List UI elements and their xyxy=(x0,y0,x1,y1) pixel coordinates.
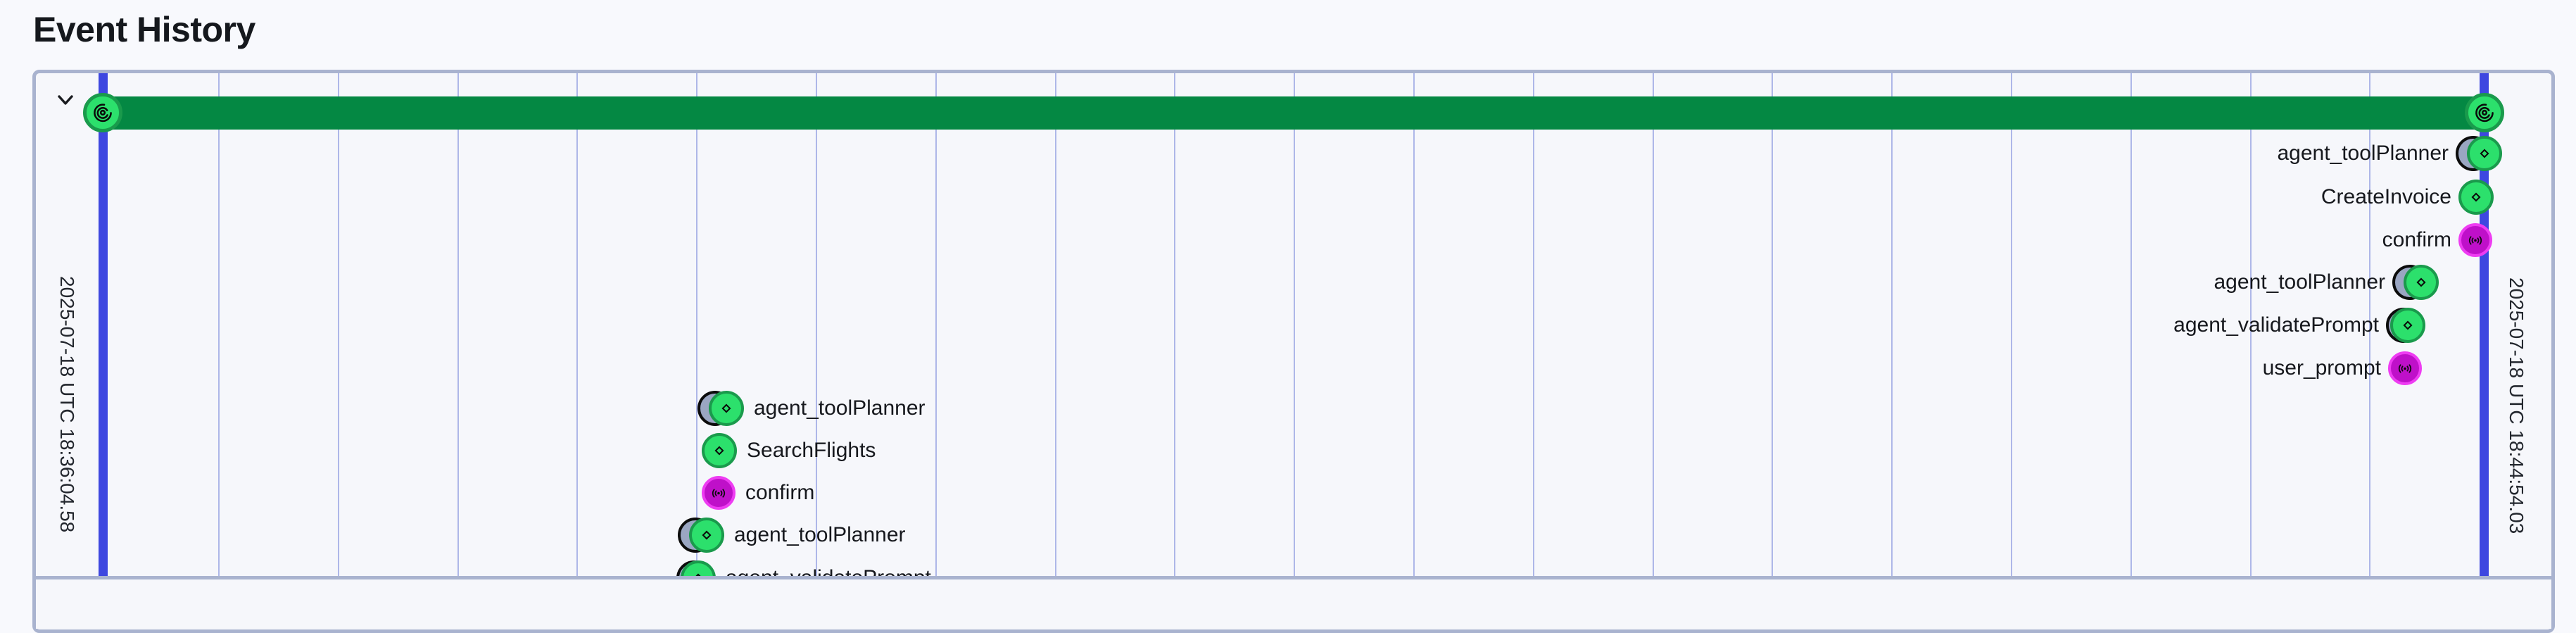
event-icon-agent[interactable] xyxy=(2386,308,2425,343)
gridline xyxy=(2130,73,2132,576)
session-end-icon[interactable] xyxy=(2465,93,2504,132)
gridline xyxy=(1772,73,1774,576)
diamond-icon xyxy=(689,518,724,553)
event-label: agent_toolPlanner xyxy=(734,523,906,546)
chevron-down-icon xyxy=(55,91,76,109)
event-icon-agent[interactable] xyxy=(2392,265,2439,300)
event-label: agent_toolPlanner xyxy=(2214,270,2385,294)
gridline xyxy=(457,73,459,576)
event-label: agent_validatePrompt xyxy=(2173,313,2379,337)
gridline xyxy=(576,73,579,576)
diamond-icon xyxy=(2390,308,2425,343)
gridline xyxy=(1413,73,1415,576)
gridline xyxy=(2369,73,2371,576)
gridline xyxy=(935,73,937,576)
gridline xyxy=(2011,73,2012,576)
diamond-icon xyxy=(709,391,744,426)
gridline xyxy=(696,73,698,576)
event-icon-tool[interactable] xyxy=(702,433,737,468)
collapse-chevron-button[interactable] xyxy=(51,86,80,114)
timeline-end-timestamp: 2025-07-18 UTC 18:44:54.03 xyxy=(2506,277,2527,534)
gridline xyxy=(2249,73,2252,576)
event-icon-signal[interactable] xyxy=(2458,223,2492,257)
event-label: CreateInvoice xyxy=(2321,185,2451,208)
event-label: confirm xyxy=(2382,228,2451,251)
broadcast-icon xyxy=(2458,223,2492,257)
event-history-panel: 2025-07-18 UTC 18:36:04.58 2025-07-18 UT… xyxy=(32,70,2555,633)
broadcast-icon xyxy=(702,476,735,510)
gridline xyxy=(816,73,817,576)
diamond-icon xyxy=(2458,180,2494,215)
gridline xyxy=(1532,73,1534,576)
event-label: user_prompt xyxy=(2262,356,2381,380)
session-start-icon[interactable] xyxy=(83,93,122,132)
gridline xyxy=(1891,73,1893,576)
spiral-icon xyxy=(91,101,114,124)
timeline-lane: 2025-07-18 UTC 18:36:04.58 2025-07-18 UT… xyxy=(36,73,2551,579)
event-icon-agent[interactable] xyxy=(676,560,716,576)
event-label: confirm xyxy=(745,481,815,504)
gridline xyxy=(1294,73,1296,576)
event-label: agent_toolPlanner xyxy=(754,396,926,420)
gridline xyxy=(1652,73,1654,576)
event-icon-signal[interactable] xyxy=(2388,351,2422,385)
event-icon-signal[interactable] xyxy=(702,476,735,510)
spiral-icon xyxy=(2473,101,2496,124)
timeline-start-timestamp: 2025-07-18 UTC 18:36:04.58 xyxy=(56,276,78,533)
timeline-start-marker xyxy=(99,73,108,576)
broadcast-icon xyxy=(2388,351,2422,385)
event-icon-agent[interactable] xyxy=(2456,136,2502,171)
diamond-icon xyxy=(702,433,737,468)
session-bar[interactable] xyxy=(103,96,2485,130)
diamond-icon xyxy=(2467,136,2502,171)
event-icon-agent[interactable] xyxy=(697,391,744,426)
event-label: agent_toolPlanner xyxy=(2277,142,2449,165)
gridline xyxy=(1054,73,1056,576)
gridline xyxy=(337,73,339,576)
event-icon-tool[interactable] xyxy=(2458,180,2494,215)
gridline xyxy=(1174,73,1176,576)
event-label: agent_validatePrompt xyxy=(726,566,931,579)
diamond-icon xyxy=(2404,265,2439,300)
event-label: SearchFlights xyxy=(747,439,876,462)
gridline xyxy=(218,73,220,576)
event-icon-agent[interactable] xyxy=(678,518,724,553)
panel-lower-section xyxy=(36,579,2551,629)
page-title: Event History xyxy=(33,10,255,49)
